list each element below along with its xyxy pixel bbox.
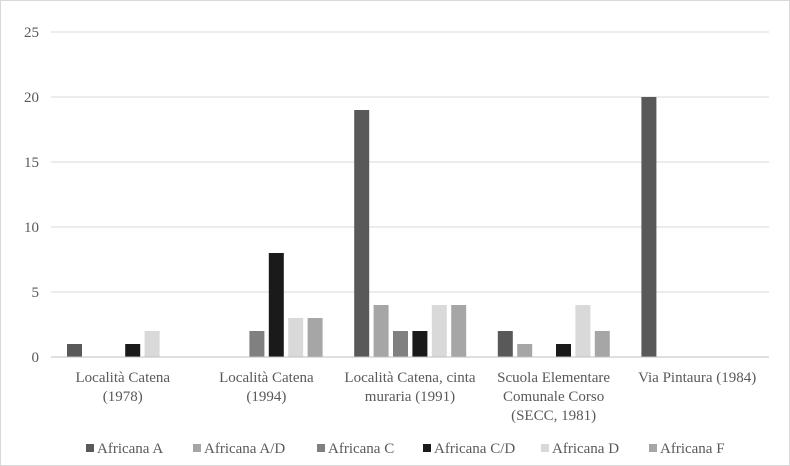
legend-swatch bbox=[649, 444, 657, 452]
bar bbox=[497, 331, 513, 357]
bar bbox=[125, 344, 141, 357]
y-tick-label: 20 bbox=[24, 90, 39, 106]
legend-label: Africana A bbox=[97, 441, 163, 457]
legend-swatch bbox=[193, 444, 201, 452]
x-category-label: Località Catena bbox=[219, 370, 314, 386]
y-tick-label: 0 bbox=[32, 350, 40, 366]
bar bbox=[393, 331, 408, 357]
y-axis-tick-labels: 0 5 10 15 20 25 bbox=[24, 25, 39, 366]
legend-swatch bbox=[317, 444, 325, 452]
legend-swatch bbox=[86, 444, 94, 452]
x-category-label: Via Pintaura (1984) bbox=[638, 370, 756, 386]
legend-swatch bbox=[541, 444, 549, 452]
x-category-label: (SECC, 1981) bbox=[511, 408, 596, 424]
legend-label: Africana C bbox=[328, 441, 394, 457]
bar bbox=[67, 344, 82, 357]
x-category-label: Comunale Corso bbox=[503, 389, 604, 405]
bar bbox=[249, 331, 265, 357]
y-tick-label: 15 bbox=[24, 155, 39, 171]
bar bbox=[451, 305, 467, 357]
legend: Africana A Africana A/D Africana C Africana… bbox=[86, 441, 725, 457]
bar bbox=[517, 344, 533, 357]
y-tick-label: 25 bbox=[24, 25, 39, 41]
x-category-label: (1994) bbox=[246, 389, 286, 405]
x-category-label: (1978) bbox=[103, 389, 143, 405]
legend-label: Africana A/D bbox=[204, 441, 285, 457]
bar bbox=[144, 331, 160, 357]
bar bbox=[268, 253, 284, 357]
legend-label: Africana D bbox=[552, 441, 619, 457]
bar bbox=[575, 305, 591, 357]
x-category-label: Località Catena bbox=[76, 370, 171, 386]
legend-label: Africana F bbox=[660, 441, 725, 457]
legend-label: Africana C/D bbox=[434, 441, 515, 457]
x-category-label: Località Catena, cinta bbox=[344, 370, 476, 386]
bar bbox=[641, 97, 657, 357]
bar bbox=[307, 318, 323, 357]
y-tick-label: 10 bbox=[24, 220, 39, 236]
bar bbox=[412, 331, 428, 357]
legend-swatch bbox=[423, 444, 431, 452]
bar bbox=[373, 305, 389, 357]
x-category-label: Scuola Elementare bbox=[497, 370, 610, 386]
gridlines bbox=[51, 31, 769, 293]
bar bbox=[594, 331, 610, 357]
x-axis-category-labels: Località Catena (1978) Località Catena (199… bbox=[76, 370, 757, 424]
bar bbox=[288, 318, 304, 357]
y-tick-label: 5 bbox=[32, 285, 40, 301]
bars bbox=[67, 97, 657, 357]
x-category-label: muraria (1991) bbox=[365, 389, 455, 405]
bar bbox=[354, 110, 370, 357]
bar bbox=[556, 344, 571, 357]
bar bbox=[431, 305, 447, 357]
